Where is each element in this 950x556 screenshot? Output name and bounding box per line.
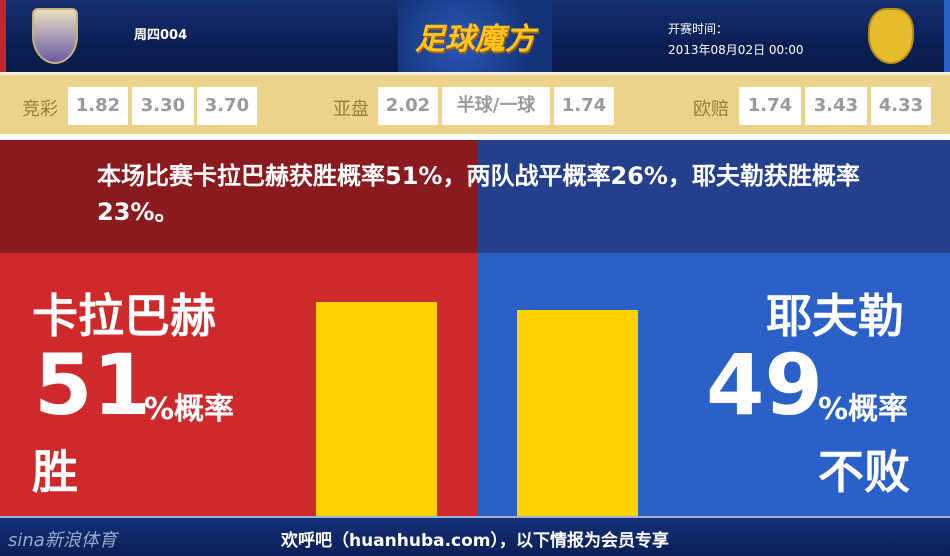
kickoff-label: 开赛时间：: [668, 22, 729, 36]
away-outcome: 不败: [818, 445, 910, 499]
home-percent-unit: %概率: [144, 392, 235, 427]
oupei-odd: 1.74: [739, 87, 801, 125]
away-team-name: 耶夫勒: [766, 289, 904, 343]
yapan-odd: 2.02: [378, 87, 438, 125]
logo-background: [398, 0, 552, 72]
odds-bar: 竞彩 1.82 3.30 3.70 亚盘 2.02 半球/一球 1.74 欧赔 …: [0, 72, 950, 134]
jingcai-odd: 3.30: [132, 87, 194, 125]
yapan-handicap: 半球/一球: [442, 87, 550, 125]
home-outcome: 胜: [32, 445, 78, 499]
footer-promo-text[interactable]: 欢呼吧（huanhuba.com），以下情报为会员专享: [280, 531, 670, 551]
sina-sports-logo: sina新浪体育: [8, 530, 117, 551]
match-number: 周四004: [134, 28, 188, 43]
away-color-strip: [944, 0, 950, 72]
oupei-odd: 3.43: [805, 87, 867, 125]
away-probability-bar: [517, 310, 638, 516]
oupei-label: 欧赔: [693, 99, 729, 120]
away-percent: 49: [706, 336, 823, 434]
kickoff-time: 2013年08月02日 00:00: [668, 43, 804, 57]
yapan-label: 亚盘: [333, 99, 369, 120]
home-team-name: 卡拉巴赫: [32, 289, 216, 343]
prediction-summary: 本场比赛卡拉巴赫获胜概率51%，两队战平概率26%，耶夫勒获胜概率23%。: [97, 162, 860, 226]
jingcai-label: 竞彩: [22, 99, 58, 120]
yapan-odd: 1.74: [554, 87, 614, 125]
oupei-odd: 4.33: [871, 87, 931, 125]
home-probability-bar: [316, 302, 437, 516]
summary-bg-away: [477, 140, 950, 253]
app-logo: 足球魔方: [415, 22, 535, 57]
away-percent-unit: %概率: [818, 392, 909, 427]
jingcai-odd: 1.82: [68, 87, 128, 125]
summary-bg-home: [0, 140, 477, 253]
jingcai-odd: 3.70: [197, 87, 257, 125]
footer: sina新浪体育 欢呼吧（huanhuba.com），以下情报为会员专享: [0, 516, 950, 556]
away-team-crest-icon: [868, 8, 914, 64]
home-color-strip: [0, 0, 6, 72]
home-team-crest-icon: [32, 8, 78, 64]
home-percent: 51: [34, 336, 151, 434]
